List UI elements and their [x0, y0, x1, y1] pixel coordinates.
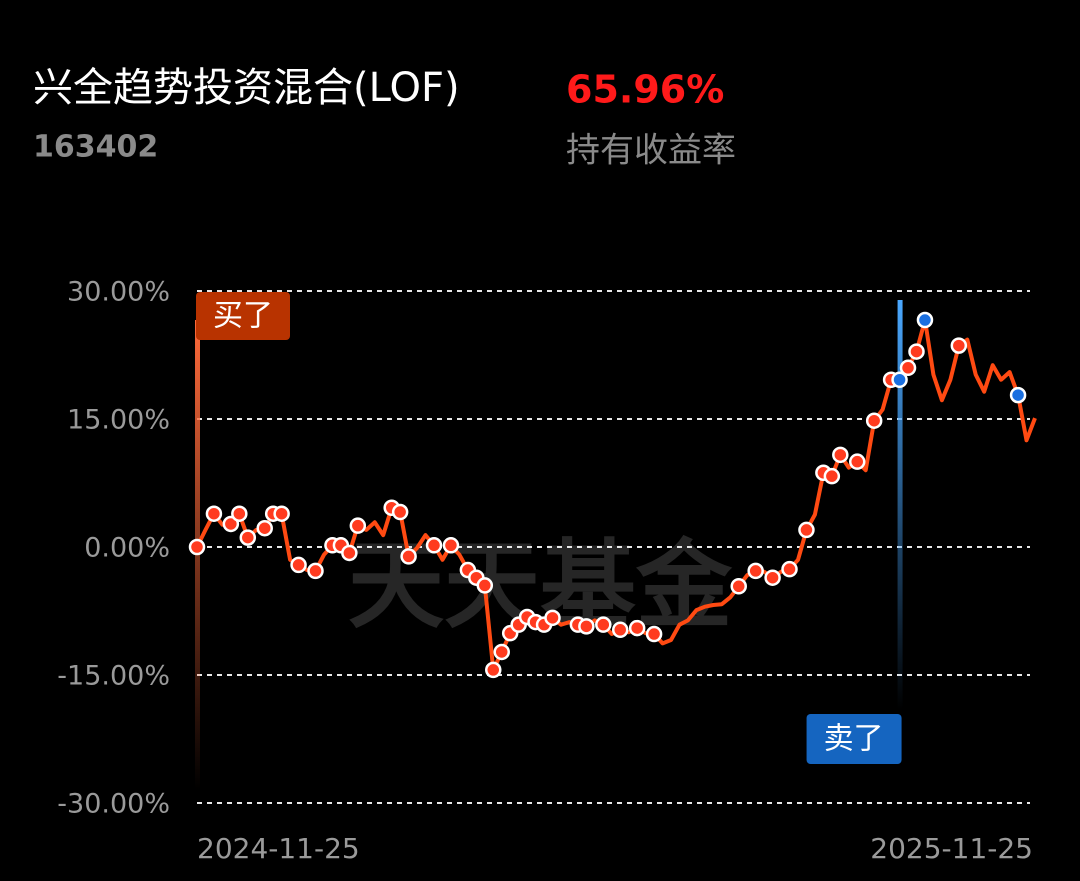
buy-marker	[832, 446, 849, 464]
buy-marker	[865, 412, 883, 429]
buy-marker	[611, 621, 629, 639]
buy-marker	[442, 537, 460, 554]
buy-marker	[341, 544, 358, 562]
sell-line	[897, 300, 903, 710]
buy-marker	[848, 453, 866, 470]
buy-marker	[628, 619, 646, 637]
return-value: 65.96%	[566, 68, 724, 112]
return-label: 持有收益率	[566, 131, 736, 171]
buy-marker	[222, 515, 240, 533]
buy-marker	[273, 505, 290, 522]
y-tick-label: 15.00%	[67, 405, 170, 436]
buy-marker	[645, 625, 663, 643]
buy-marker	[578, 618, 595, 635]
sell-marker	[916, 311, 934, 329]
buy-badge-label: 买了	[213, 299, 273, 334]
buy-marker	[899, 359, 917, 377]
buy-marker	[764, 569, 781, 586]
buy-marker	[823, 467, 841, 485]
sell-marker	[891, 371, 908, 388]
buy-marker	[493, 643, 510, 661]
buy-marker	[205, 505, 223, 522]
y-tick-label: -15.00%	[57, 661, 170, 692]
buy-marker	[400, 548, 417, 565]
sell-badge	[806, 714, 902, 764]
buy-marker	[950, 337, 968, 354]
buy-marker	[798, 521, 815, 539]
buy-marker	[747, 562, 764, 580]
sell-badge-label: 卖了	[824, 722, 884, 757]
y-tick-label: 0.00%	[84, 533, 170, 564]
buy-marker	[290, 556, 307, 574]
x-tick-label: 2025-11-25	[870, 832, 1033, 865]
fund-title: 兴全趋势投资混合(LOF)	[33, 65, 460, 111]
buy-badge	[196, 292, 290, 340]
buy-marker	[425, 537, 443, 554]
buy-marker	[485, 661, 502, 679]
buy-marker	[307, 562, 324, 580]
plot: -30.00% -15.00% 0.00% 15.00% 30.00% 2024-11-2…	[57, 277, 1037, 865]
buy-marker	[908, 343, 925, 360]
buy-marker	[544, 609, 561, 627]
buy-marker	[349, 517, 367, 534]
y-tick-label: 30.00%	[67, 277, 170, 308]
x-tick-label: 2024-11-25	[197, 832, 360, 865]
sell-marker	[1009, 386, 1027, 404]
buy-marker	[256, 519, 273, 537]
buy-marker	[730, 578, 747, 595]
buy-marker	[391, 503, 409, 521]
buy-marker	[595, 616, 612, 633]
buy-marker	[231, 505, 248, 522]
buy-marker	[188, 538, 206, 556]
buy-marker	[239, 529, 257, 546]
buy-marker	[781, 560, 798, 578]
fund-code: 163402	[33, 130, 158, 165]
buy-marker	[476, 577, 494, 594]
y-tick-label: -30.00%	[57, 789, 170, 820]
